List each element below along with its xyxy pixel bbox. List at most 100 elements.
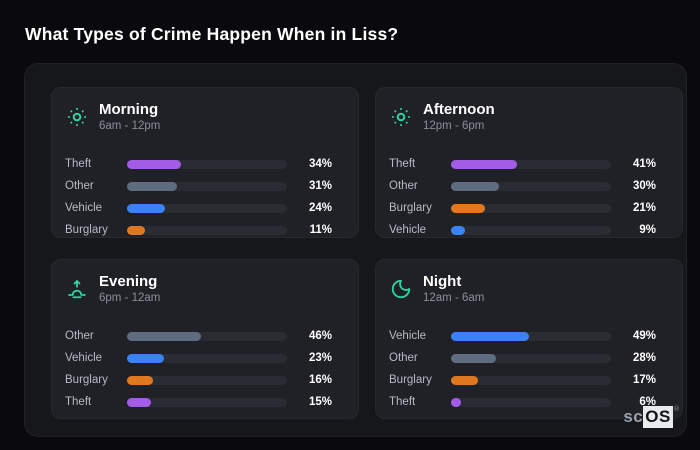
crime-row: Vehicle 49%	[389, 325, 656, 347]
crime-row: Vehicle 24%	[65, 197, 332, 219]
crime-percent: 9%	[639, 224, 656, 236]
crime-row: Theft 6%	[389, 391, 656, 413]
crime-row: Burglary 21%	[389, 197, 656, 219]
bar-fill	[451, 225, 466, 235]
bar-fill	[127, 397, 151, 407]
bar-track	[451, 397, 611, 407]
crime-percent: 21%	[632, 202, 656, 214]
crime-label: Burglary	[389, 202, 432, 214]
card-header: Night 12am - 6am	[389, 273, 656, 305]
bar-track	[127, 181, 287, 191]
bar-fill	[127, 203, 166, 213]
bar-track	[127, 331, 287, 341]
crime-percent: 6%	[639, 396, 656, 408]
crime-label: Vehicle	[389, 330, 427, 342]
card-afternoon: Afternoon 12pm - 6pm Theft 41% Other 30% Bur…	[375, 87, 683, 238]
crime-label: Other	[65, 330, 94, 342]
bar-rows: Theft 34% Other 31% Vehicle 24% Burglary 11%	[65, 153, 332, 241]
card-night: Night 12am - 6am Vehicle 49% Other 28% Burgl…	[375, 259, 683, 419]
crime-percent: 23%	[308, 352, 332, 364]
moon-icon	[389, 277, 413, 301]
bar-fill	[127, 159, 182, 169]
card-title: Night	[423, 273, 462, 290]
crime-percent: 28%	[632, 352, 656, 364]
crime-label: Other	[389, 352, 418, 364]
bar-track	[451, 159, 611, 169]
bar-track	[127, 159, 287, 169]
crime-label: Theft	[389, 396, 416, 408]
crime-label: Vehicle	[389, 224, 427, 236]
crime-row: Other 30%	[389, 175, 656, 197]
crime-row: Vehicle 23%	[65, 347, 332, 369]
crime-percent: 41%	[632, 158, 656, 170]
bar-track	[451, 331, 611, 341]
crime-row: Theft 41%	[389, 153, 656, 175]
crime-row: Burglary 11%	[65, 219, 332, 241]
brand-logo-suffix: OS	[643, 406, 673, 428]
sun-icon	[389, 105, 413, 129]
bar-fill	[451, 375, 479, 385]
crime-percent: 24%	[308, 202, 332, 214]
dashboard-panel: Morning 6am - 12pm Theft 34% Other 31% Vehic…	[24, 63, 687, 437]
card-time-range: 6pm - 12am	[99, 292, 161, 304]
bar-track	[451, 203, 611, 213]
bar-track	[127, 225, 287, 235]
card-time-range: 12pm - 6pm	[423, 120, 485, 132]
registered-mark: ®	[673, 406, 679, 413]
bar-fill	[127, 331, 201, 341]
bar-fill	[451, 397, 461, 407]
bar-track	[127, 397, 287, 407]
bar-fill	[451, 331, 530, 341]
card-title: Evening	[99, 273, 158, 290]
crime-percent: 34%	[308, 158, 332, 170]
brand-logo: sc OS ®	[623, 406, 679, 428]
card-title: Morning	[99, 101, 159, 118]
bar-fill	[451, 181, 499, 191]
crime-percent: 46%	[308, 330, 332, 342]
card-header: Evening 6pm - 12am	[65, 273, 332, 305]
card-evening: Evening 6pm - 12am Other 46% Vehicle 23% Bur…	[51, 259, 359, 419]
crime-row: Burglary 16%	[65, 369, 332, 391]
crime-percent: 31%	[308, 180, 332, 192]
crime-row: Burglary 17%	[389, 369, 656, 391]
crime-row: Other 46%	[65, 325, 332, 347]
bar-track	[127, 203, 287, 213]
bar-rows: Theft 41% Other 30% Burglary 21% Vehicle 9%	[389, 153, 656, 241]
bar-track	[127, 353, 287, 363]
bar-fill	[451, 159, 517, 169]
bar-fill	[127, 375, 153, 385]
crime-row: Vehicle 9%	[389, 219, 656, 241]
page-title: What Types of Crime Happen When in Liss?	[25, 24, 399, 44]
bar-fill	[127, 181, 177, 191]
crime-label: Theft	[65, 158, 92, 170]
crime-label: Other	[65, 180, 94, 192]
crime-label: Other	[389, 180, 418, 192]
crime-row: Theft 15%	[65, 391, 332, 413]
card-header: Afternoon 12pm - 6pm	[389, 101, 656, 133]
crime-label: Vehicle	[65, 202, 103, 214]
crime-label: Burglary	[389, 374, 432, 386]
bar-fill	[451, 353, 496, 363]
crime-percent: 11%	[309, 224, 332, 236]
crime-row: Other 28%	[389, 347, 656, 369]
card-title: Afternoon	[423, 101, 495, 118]
crime-label: Theft	[389, 158, 416, 170]
crime-percent: 16%	[308, 374, 332, 386]
crime-percent: 17%	[632, 374, 656, 386]
card-time-range: 12am - 6am	[423, 292, 485, 304]
bar-fill	[451, 203, 485, 213]
crime-percent: 30%	[632, 180, 656, 192]
card-header: Morning 6am - 12pm	[65, 101, 332, 133]
card-time-range: 6am - 12pm	[99, 120, 161, 132]
crime-label: Burglary	[65, 374, 108, 386]
bar-track	[127, 375, 287, 385]
bar-fill	[127, 353, 164, 363]
sunrise-icon	[65, 277, 89, 301]
bar-rows: Vehicle 49% Other 28% Burglary 17% Theft 6%	[389, 325, 656, 413]
crime-row: Theft 34%	[65, 153, 332, 175]
crime-label: Burglary	[65, 224, 108, 236]
card-morning: Morning 6am - 12pm Theft 34% Other 31% Vehic…	[51, 87, 359, 238]
crime-row: Other 31%	[65, 175, 332, 197]
sun-icon	[65, 105, 89, 129]
bar-track	[451, 375, 611, 385]
